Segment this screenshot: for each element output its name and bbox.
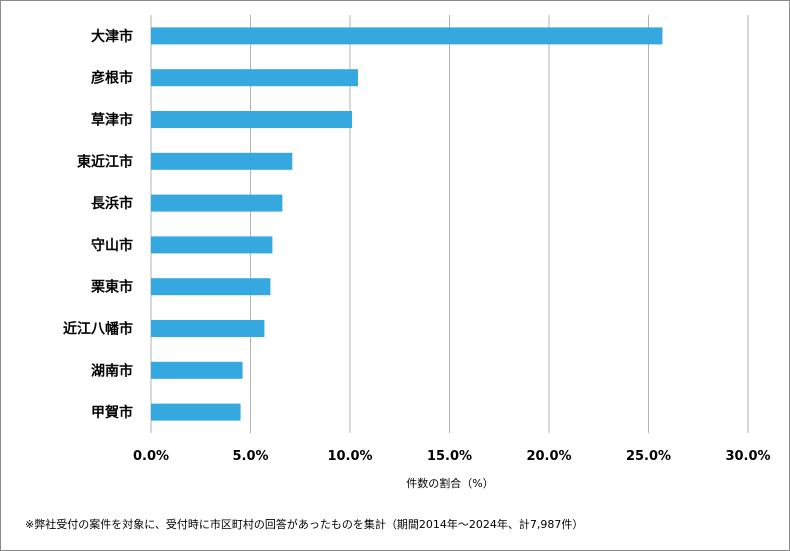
category-label-3: 東近江市 [77, 153, 133, 170]
tick-label-0: 0.0% [133, 449, 169, 464]
bar-7 [151, 320, 265, 337]
tick-label-4: 20.0% [526, 449, 571, 464]
tick-label-5: 25.0% [626, 449, 671, 464]
category-label-5: 守山市 [91, 237, 133, 254]
bar-0 [151, 27, 663, 45]
tick-label-3: 15.0% [427, 449, 472, 464]
bar-4 [151, 194, 283, 212]
bar-8 [151, 361, 243, 379]
bars [151, 27, 663, 421]
tick-label-2: 10.0% [327, 449, 372, 464]
category-label-0: 大津市 [91, 28, 133, 45]
tick-labels: 0.0% 5.0% 10.0% 15.0% 20.0% 25.0% 30.0% [133, 449, 771, 464]
category-label-8: 湖南市 [91, 362, 133, 379]
bar-2 [151, 111, 352, 128]
category-label-7: 近江八幡市 [63, 321, 133, 338]
bar-9 [151, 403, 241, 421]
category-label-1: 彦根市 [91, 70, 133, 87]
tick-label-6: 30.0% [725, 449, 770, 464]
category-label-9: 甲賀市 [91, 404, 133, 421]
x-axis-title: 件数の割合（%） [406, 476, 493, 490]
category-label-6: 栗東市 [91, 279, 133, 296]
bar-6 [151, 278, 271, 296]
category-label-2: 草津市 [91, 112, 133, 129]
category-label-4: 長浜市 [91, 195, 133, 212]
tick-label-1: 5.0% [232, 449, 268, 464]
bar-5 [151, 236, 273, 254]
bar-3 [151, 152, 293, 170]
bar-1 [151, 69, 358, 87]
footnote: ※弊社受付の案件を対象に、受付時に市区町村の回答があったものを集計（期間2014… [25, 518, 584, 531]
